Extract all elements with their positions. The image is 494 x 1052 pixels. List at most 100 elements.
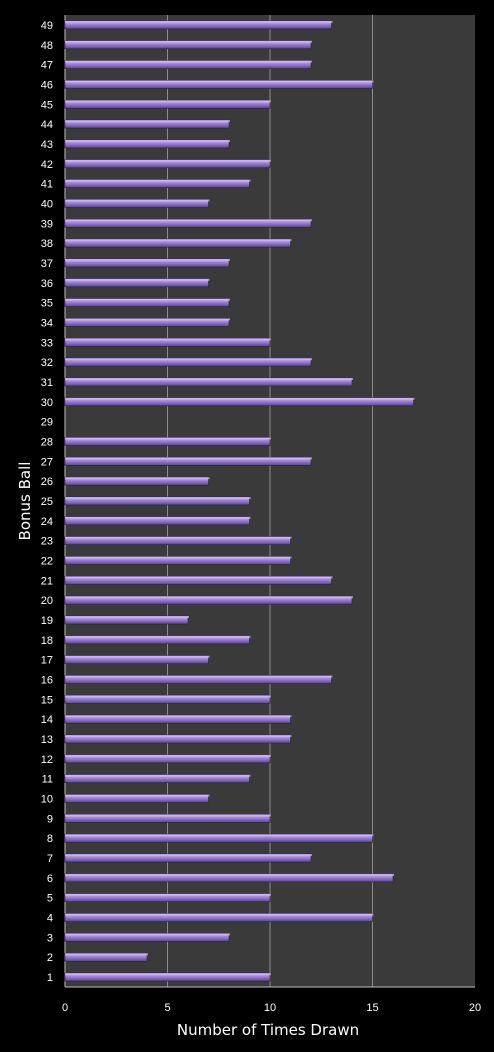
bar-highlight-32 <box>65 358 312 361</box>
x-tick-label: 0 <box>62 1002 68 1014</box>
bar-highlight-12 <box>65 754 271 757</box>
bar-highlight-6 <box>65 873 394 876</box>
y-tick-label: 24 <box>41 516 53 528</box>
bar-highlight-33 <box>65 338 271 341</box>
y-tick-label: 40 <box>41 198 53 210</box>
bar-highlight-16 <box>65 675 333 678</box>
y-tick-label: 45 <box>41 99 53 111</box>
x-tick-labels: 0 5 10 15 20 <box>62 1002 481 1014</box>
y-tick-label: 11 <box>42 774 53 786</box>
y-tick-label: 48 <box>41 40 53 52</box>
y-tick-label: 34 <box>41 317 53 329</box>
bar-highlight-1 <box>65 973 271 976</box>
bar-highlight-45 <box>65 100 271 103</box>
y-tick-label: 43 <box>41 139 53 151</box>
x-axis-title: Number of Times Drawn <box>177 1021 359 1039</box>
bar-highlight-40 <box>65 199 210 202</box>
y-tick-label: 10 <box>41 794 53 806</box>
bar-highlight-34 <box>65 318 230 321</box>
y-tick-label: 30 <box>41 397 53 409</box>
bar-highlight-39 <box>65 219 312 222</box>
y-tick-label: 37 <box>41 258 53 270</box>
y-tick-label: 38 <box>41 238 53 250</box>
bar-highlight-42 <box>65 159 271 162</box>
bar-highlight-31 <box>65 377 353 380</box>
bar-highlight-17 <box>65 655 210 658</box>
bar-highlight-15 <box>65 695 271 698</box>
bar-highlight-9 <box>65 814 271 817</box>
y-tick-label: 28 <box>41 436 53 448</box>
y-tick-label: 46 <box>41 79 53 91</box>
bar-highlight-8 <box>65 834 374 837</box>
y-tick-label: 27 <box>41 456 53 468</box>
y-tick-label: 21 <box>41 575 53 587</box>
y-tick-label: 15 <box>41 694 53 706</box>
bar-highlight-7 <box>65 854 312 857</box>
bar-highlight-18 <box>65 635 251 638</box>
bar-highlight-48 <box>65 40 312 43</box>
y-tick-label: 42 <box>41 159 53 171</box>
bar-highlight-5 <box>65 893 271 896</box>
bar-highlight-13 <box>65 735 292 738</box>
y-tick-label: 36 <box>41 278 53 290</box>
y-tick-label: 18 <box>41 635 53 647</box>
y-tick-label: 20 <box>41 595 53 607</box>
bar-highlight-47 <box>65 60 312 63</box>
bar-highlight-38 <box>65 239 292 242</box>
y-tick-label: 8 <box>47 833 53 845</box>
y-tick-label: 14 <box>41 714 53 726</box>
y-tick-label: 29 <box>41 417 53 429</box>
bar-highlight-24 <box>65 516 251 519</box>
bar-highlight-43 <box>65 139 230 142</box>
y-tick-label: 4 <box>47 913 53 925</box>
y-tick-label: 41 <box>41 179 53 191</box>
bar-highlight-3 <box>65 933 230 936</box>
y-tick-label: 35 <box>41 298 53 310</box>
y-tick-label: 13 <box>41 734 53 746</box>
bar-highlight-41 <box>65 179 251 182</box>
y-tick-label: 5 <box>47 893 53 905</box>
bar-highlight-21 <box>65 576 333 579</box>
bar-highlight-27 <box>65 457 312 460</box>
bar-highlight-44 <box>65 120 230 123</box>
y-tick-label: 49 <box>41 20 53 32</box>
y-tick-label: 23 <box>41 536 53 548</box>
bar-highlight-4 <box>65 913 374 916</box>
bar-highlight-25 <box>65 497 251 499</box>
y-tick-label: 3 <box>47 932 53 944</box>
y-tick-label: 33 <box>41 337 53 349</box>
bar-highlight-28 <box>65 437 271 440</box>
y-tick-label: 7 <box>47 853 53 865</box>
y-tick-label: 25 <box>41 496 53 508</box>
y-tick-label: 2 <box>47 952 53 964</box>
y-tick-label: 26 <box>41 476 53 488</box>
bar-highlight-37 <box>65 258 230 261</box>
bar-highlight-20 <box>65 596 353 599</box>
bar-highlight-11 <box>65 774 251 777</box>
y-axis-title: Bonus Ball <box>16 462 34 541</box>
x-tick-label: 15 <box>366 1002 378 1014</box>
y-tick-label: 12 <box>41 754 53 766</box>
bar-highlight-14 <box>65 715 292 718</box>
bar-highlight-30 <box>65 397 415 400</box>
bars <box>64 20 415 982</box>
y-tick-label: 44 <box>41 119 53 131</box>
y-tick-label: 17 <box>41 655 53 667</box>
bar-highlight-49 <box>65 20 333 23</box>
x-tick-label: 5 <box>164 1002 170 1014</box>
y-tick-label: 19 <box>41 615 53 627</box>
bar-highlight-36 <box>65 278 210 281</box>
y-tick-label: 39 <box>41 218 53 230</box>
y-tick-label: 16 <box>41 675 53 687</box>
y-tick-labels: 1234567891011121314151617181920212223242… <box>41 20 53 984</box>
bar-highlight-10 <box>65 794 210 797</box>
y-tick-label: 31 <box>41 377 53 389</box>
bar-highlight-46 <box>65 80 374 83</box>
bar-highlight-35 <box>65 298 230 301</box>
bar-highlight-22 <box>65 556 292 559</box>
bar-highlight-2 <box>65 953 148 956</box>
y-tick-label: 47 <box>41 60 53 72</box>
bar-highlight-26 <box>65 477 210 480</box>
x-tick-label: 20 <box>469 1002 481 1014</box>
